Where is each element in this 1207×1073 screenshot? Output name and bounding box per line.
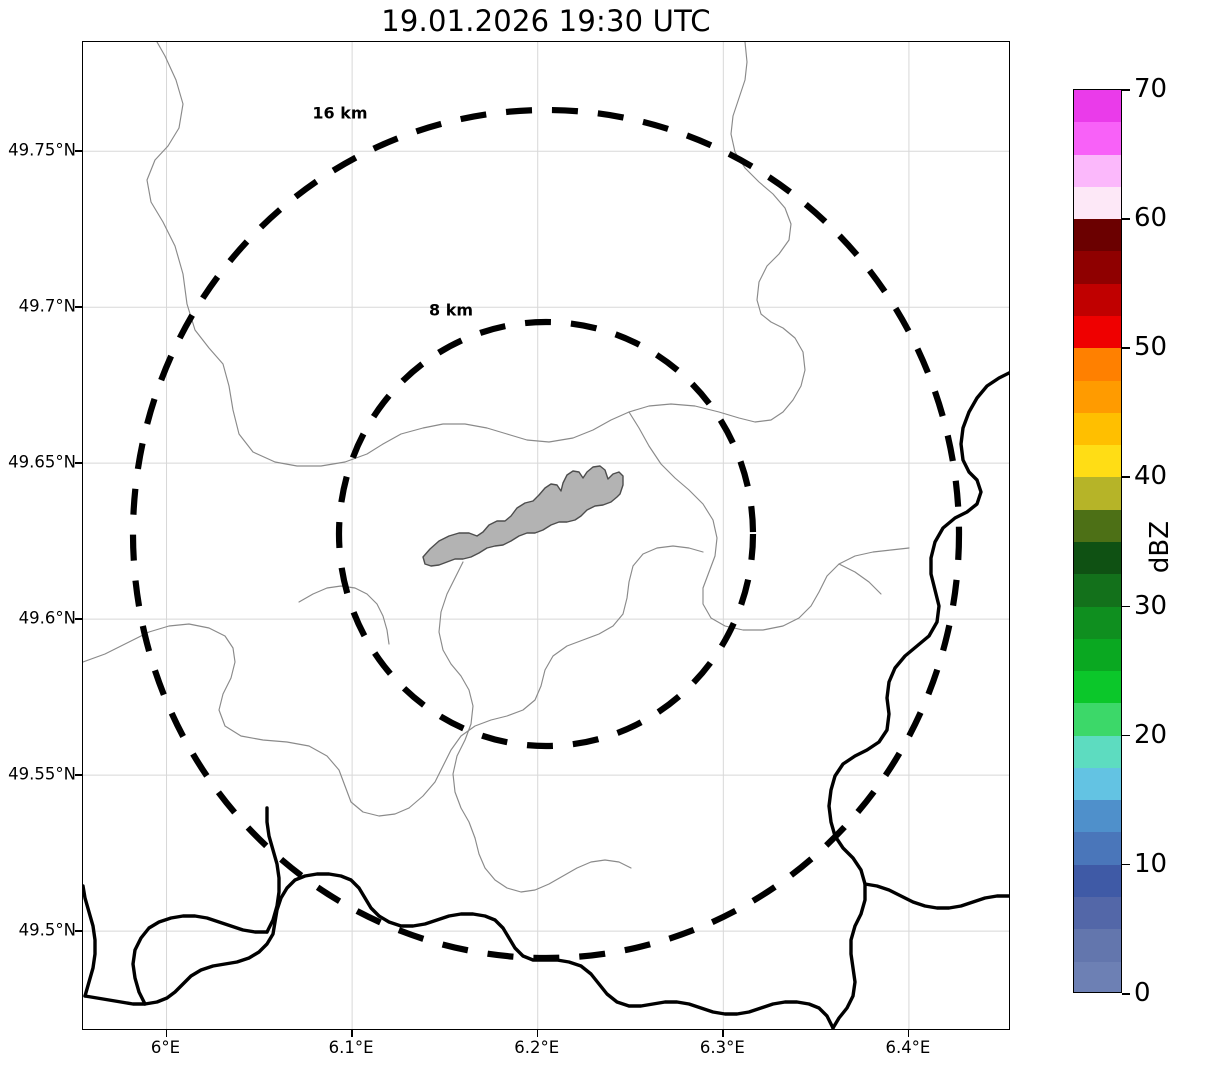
colorbar-band xyxy=(1074,638,1121,672)
longitude-tick-label: 6°E xyxy=(150,1038,181,1057)
range-rings xyxy=(129,106,963,962)
colorbar-band xyxy=(1074,90,1121,123)
range-ring-label-16km: 16 km xyxy=(312,103,368,123)
colorbar-band xyxy=(1074,832,1121,865)
colorbar-tick-mark xyxy=(1122,218,1130,220)
latitude-tick-mark xyxy=(75,150,82,152)
colorbar-band xyxy=(1074,735,1121,768)
latitude-tick-mark xyxy=(75,774,82,776)
colorbar-band xyxy=(1074,929,1121,962)
grid-lines xyxy=(83,42,1009,1029)
longitude-tick-mark xyxy=(351,1030,353,1037)
colorbar-title: dBZ xyxy=(1145,520,1175,574)
latitude-tick-mark xyxy=(75,930,82,932)
longitude-tick-label: 6.3°E xyxy=(699,1038,745,1057)
colorbar-tick-mark xyxy=(1122,734,1130,737)
range-ring-label-8km: 8 km xyxy=(428,300,474,320)
longitude-tick-mark xyxy=(165,1030,167,1037)
colorbar-tick-label: 70 xyxy=(1134,74,1168,104)
colorbar-tick-label: 60 xyxy=(1134,203,1168,234)
colorbar-band xyxy=(1074,800,1121,833)
longitude-tick-label: 6.1°E xyxy=(328,1038,374,1057)
latitude-tick-mark xyxy=(75,618,82,620)
colorbar-band xyxy=(1074,251,1121,284)
colorbar-band xyxy=(1074,154,1121,187)
latitude-axis: 49.75°N 49.7°N 49.65°N 49.6°N 49.55°N 49.5°N xyxy=(0,0,76,1073)
colorbar-tick-mark xyxy=(1122,476,1130,478)
national-border-line xyxy=(83,371,1009,1029)
colorbar-band xyxy=(1074,412,1121,446)
longitude-tick-mark xyxy=(536,1030,539,1037)
colorbar-tick-label: 10 xyxy=(1134,848,1168,879)
colorbar-tick-label: 50 xyxy=(1134,332,1168,363)
colorbar-band xyxy=(1074,541,1121,575)
latitude-tick-label: 49.75°N xyxy=(8,140,76,160)
colorbar-band xyxy=(1074,477,1121,510)
latitude-tick-label: 49.6°N xyxy=(18,608,76,628)
colorbar-tick-label: 30 xyxy=(1134,590,1168,621)
colorbar-band xyxy=(1074,703,1121,736)
range-ring-8km xyxy=(335,318,757,750)
latitude-tick-label: 49.65°N xyxy=(8,452,76,472)
page-title: 19.01.2026 19:30 UTC xyxy=(381,4,711,38)
colorbar-tick-mark xyxy=(1122,89,1130,91)
colorbar-band xyxy=(1074,767,1121,801)
longitude-tick-mark xyxy=(722,1030,724,1037)
latitude-tick-label: 49.55°N xyxy=(8,764,76,784)
latitude-tick-mark xyxy=(75,462,82,464)
colorbar-band xyxy=(1074,574,1121,607)
colorbar-tick-mark xyxy=(1122,605,1130,608)
map-plot-area[interactable]: 16 km 8 km xyxy=(82,41,1010,1030)
colorbar-band xyxy=(1074,219,1121,252)
colorbar-band xyxy=(1074,315,1121,349)
colorbar[interactable] xyxy=(1073,89,1122,993)
colorbar-tick-mark xyxy=(1122,993,1130,995)
latitude-tick-mark xyxy=(75,306,82,308)
latitude-tick-label: 49.7°N xyxy=(18,296,76,316)
longitude-tick-label: 6.4°E xyxy=(885,1038,931,1057)
colorbar-band xyxy=(1074,380,1121,413)
range-ring-16km xyxy=(129,106,963,962)
colorbar-tick-label: 20 xyxy=(1134,719,1168,750)
colorbar-band xyxy=(1074,606,1121,639)
colorbar-band xyxy=(1074,122,1121,155)
longitude-tick-mark xyxy=(907,1030,910,1037)
latitude-tick-label: 49.5°N xyxy=(18,920,76,940)
colorbar-band xyxy=(1074,348,1121,381)
colorbar-band xyxy=(1074,864,1121,898)
colorbar-band xyxy=(1074,186,1121,220)
colorbar-band xyxy=(1074,897,1121,930)
colorbar-tick-mark xyxy=(1122,347,1130,349)
colorbar-band xyxy=(1074,671,1121,704)
colorbar-band xyxy=(1074,283,1121,316)
longitude-tick-label: 6.2°E xyxy=(514,1038,560,1057)
colorbar-band xyxy=(1074,961,1121,992)
colorbar-tick-mark xyxy=(1122,863,1130,866)
colorbar-tick-label: 40 xyxy=(1134,461,1168,492)
colorbar-band xyxy=(1074,445,1121,478)
admin-boundary-lines xyxy=(83,42,910,893)
colorbar-band xyxy=(1074,509,1121,542)
map-canvas xyxy=(83,42,1009,1029)
highlight-region-polygon xyxy=(422,465,624,567)
colorbar-tick-label: 0 xyxy=(1134,978,1151,1008)
